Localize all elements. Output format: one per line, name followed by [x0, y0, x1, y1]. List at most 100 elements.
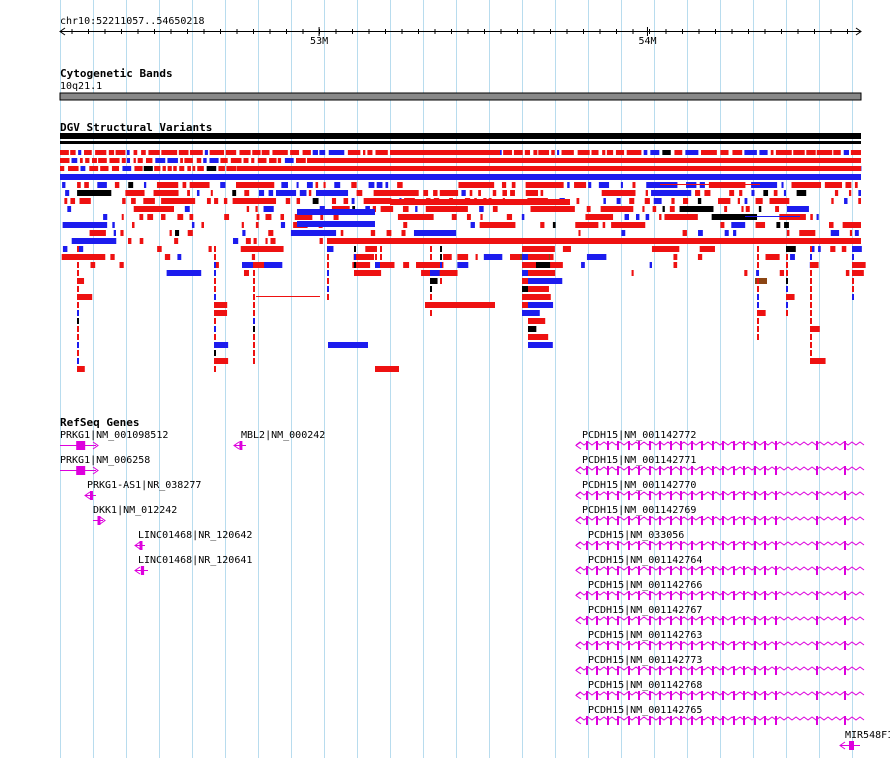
sv-feature: [354, 270, 366, 276]
sv-feature: [403, 222, 408, 228]
gene-exon: [764, 466, 766, 475]
sv-feature: [659, 214, 662, 220]
gene-label[interactable]: PCDH15|NM_001142766: [588, 580, 703, 591]
gene-exon: [596, 441, 598, 450]
gene-exon: [722, 466, 724, 475]
gene-label[interactable]: PCDH15|NM_001142769: [582, 505, 697, 516]
gene-intron: [575, 516, 865, 521]
gene-label[interactable]: LINC01468|NR_120641: [138, 555, 253, 566]
gene-exon: [617, 691, 619, 700]
gene-label[interactable]: PCDH15|NM_001142770: [582, 480, 697, 491]
gene-label[interactable]: PCDH15|NM_001142772: [582, 430, 697, 441]
sv-feature: [783, 190, 787, 196]
sv-feature: [635, 214, 640, 220]
gene-exon: [712, 516, 714, 525]
gene-exon: [628, 591, 630, 600]
gene-exon: [586, 666, 588, 675]
gene-exon: [628, 466, 630, 475]
gene-exon: [628, 516, 630, 525]
gene-exon: [649, 716, 651, 725]
gene-exon: [816, 591, 818, 600]
strand-arrow: [575, 616, 582, 625]
gene-label[interactable]: LINC01468|NR_120642: [138, 530, 253, 541]
sv-feature: [261, 150, 270, 155]
gene-exon: [670, 591, 672, 600]
sv-feature: [744, 270, 748, 276]
gene-label[interactable]: PRKG1-AS1|NR_038277: [87, 480, 202, 491]
gene-label[interactable]: DKK1|NM_012242: [93, 505, 178, 516]
gene-exon: [754, 616, 756, 625]
gene-label[interactable]: MBL2|NM_000242: [241, 430, 326, 441]
gene-exon: [649, 441, 651, 450]
sv-feature: [327, 270, 329, 276]
sv-feature: [669, 206, 675, 212]
sv-feature: [430, 254, 432, 260]
sv-feature: [621, 230, 626, 236]
gene-label[interactable]: PRKG1|NM_006258: [60, 455, 151, 466]
gene-exon: [617, 491, 619, 500]
sv-feature: [214, 358, 229, 364]
ruler-tick-label: 53M: [310, 36, 328, 47]
gene-exon: [617, 666, 619, 675]
sv-feature: [430, 286, 432, 292]
sv-feature: [131, 198, 136, 204]
sv-feature: [758, 206, 762, 212]
sv-feature: [297, 209, 375, 215]
gene-exon: [659, 466, 661, 475]
sv-feature: [275, 190, 297, 196]
gene-exon: [617, 616, 619, 625]
gene-exon: [649, 591, 651, 600]
sv-feature: [114, 182, 120, 188]
sv-feature: [164, 254, 171, 260]
gene-label[interactable]: PCDH15|NM_001142764: [588, 555, 703, 566]
sv-feature: [528, 318, 546, 324]
gene-exon: [733, 566, 735, 575]
gene-exon: [775, 641, 777, 650]
strand-arrow: [92, 441, 99, 450]
sv-feature: [156, 182, 179, 188]
sv-feature: [739, 190, 743, 196]
gene-label[interactable]: PCDH15|NM_001142765: [588, 705, 703, 716]
sv-feature: [852, 270, 864, 276]
sv-feature: [174, 238, 179, 244]
gene-label[interactable]: PCDH15|NM_001142771: [582, 455, 697, 466]
sv-feature: [818, 246, 821, 252]
sv-feature: [161, 214, 166, 220]
sv-feature: [112, 222, 115, 228]
sv-feature: [390, 150, 500, 155]
gene-exon: [617, 466, 619, 475]
gene-exon: [649, 466, 651, 475]
gene-exon: [596, 541, 598, 550]
track-title-dgv[interactable]: DGV Structural Variants: [60, 121, 213, 134]
sv-feature: [240, 246, 284, 252]
sv-feature: [479, 222, 516, 228]
gene-label[interactable]: PCDH15|NM_001142768: [588, 680, 703, 691]
gene-label[interactable]: PCDH15|NM_001142767: [588, 605, 703, 616]
sv-feature: [319, 238, 323, 244]
sv-feature: [423, 190, 429, 196]
sv-feature: [620, 182, 623, 188]
sv-feature: [241, 222, 244, 228]
sv-feature: [757, 294, 759, 300]
gene-label[interactable]: MIR548F1: [845, 730, 890, 741]
sv-feature: [457, 254, 469, 260]
gene-label[interactable]: PCDH15|NM_033056: [588, 530, 685, 541]
track-title-cytoband[interactable]: Cytogenetic Bands: [60, 67, 173, 80]
gene-exon: [754, 441, 756, 450]
sv-feature: [653, 198, 662, 204]
sv-feature: [645, 190, 648, 196]
gene-exon: [670, 716, 672, 725]
gene-exon: [691, 466, 693, 475]
sv-feature: [180, 158, 183, 163]
track-title-refseq[interactable]: RefSeq Genes: [60, 416, 140, 429]
sv-feature: [197, 166, 204, 171]
gene-exon: [596, 641, 598, 650]
gene-label[interactable]: PRKG1|NM_001098512: [60, 430, 169, 441]
sv-feature: [209, 150, 225, 155]
gene-label[interactable]: PCDH15|NM_001142763: [588, 630, 703, 641]
gene-exon: [586, 566, 588, 575]
gene-label[interactable]: PCDH15|NM_001142773: [588, 655, 703, 666]
sv-feature: [119, 262, 124, 268]
sv-feature: [214, 262, 216, 268]
